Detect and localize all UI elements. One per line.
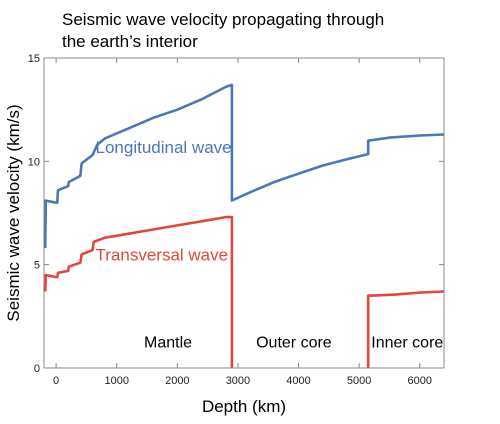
- x-tick-label: 2000: [165, 375, 189, 387]
- transversal-wave-line-inner-core: [366, 290, 445, 368]
- longitudinal-wave-line: [43, 83, 445, 249]
- series-layer: [43, 83, 445, 368]
- y-tick-label: 10: [28, 156, 40, 168]
- x-tick-label: 3000: [226, 375, 250, 387]
- plot-frame: [43, 57, 445, 369]
- chart-title-line-2: the earth’s interior: [62, 32, 198, 51]
- y-tick-label: 0: [34, 363, 40, 375]
- x-axis-label: Depth (km): [202, 397, 286, 416]
- x-tick-label: 5000: [347, 375, 371, 387]
- transversal-wave-line: [43, 215, 234, 368]
- chart-title-line-1: Seismic wave velocity propagating throug…: [62, 10, 384, 29]
- y-axis-label: Seismic wave velocity (km/s): [4, 104, 23, 321]
- annotation-label: Longitudinal wave: [96, 138, 232, 157]
- x-tick-label: 0: [53, 375, 59, 387]
- y-tick-label: 5: [34, 260, 40, 272]
- x-tick-label: 4000: [286, 375, 310, 387]
- annotation-label: Mantle: [144, 334, 192, 351]
- y-axis: 0 5 10 15: [28, 53, 444, 375]
- x-axis: 0 1000 2000 3000 4000 5000 6000: [53, 58, 432, 387]
- annotation-label: Outer core: [256, 334, 332, 351]
- annotation-layer: Longitudinal wave Transversal wave Mantle O…: [96, 138, 444, 351]
- y-tick-label: 15: [28, 53, 40, 65]
- x-tick-label: 6000: [408, 375, 432, 387]
- annotation-label: Inner core: [371, 334, 443, 351]
- annotation-label: Transversal wave: [96, 246, 229, 265]
- x-tick-label: 1000: [104, 375, 128, 387]
